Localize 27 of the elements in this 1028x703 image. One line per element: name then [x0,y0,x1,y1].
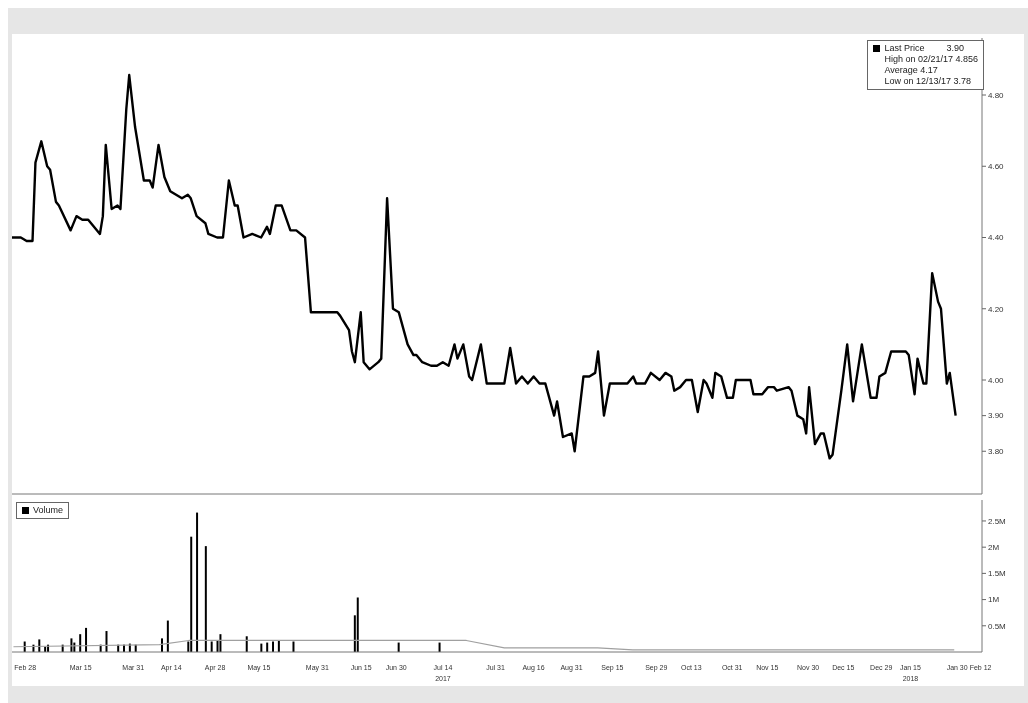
annotation: Low on 12/13/17 3.78 [883,76,972,87]
bar [204,546,207,652]
y-tick-label: 4.60 [988,162,1005,172]
bar [356,597,359,652]
y-tick-label: 0.5M [988,621,1007,631]
y-tick-label: 1.5M [988,569,1007,579]
bar [196,512,199,652]
bar [166,620,169,652]
y-tick-label: 2M [988,543,1000,553]
y-tick-label: 4.40 [988,233,1005,243]
y-tick-label: 4.00 [988,375,1005,385]
legend-label: Last Price [884,43,925,54]
bar [85,627,88,652]
bar [190,536,193,652]
annotation: 3.90 [946,43,964,54]
y-tick-label: 2.5M [988,516,1007,526]
y-tick-label: 4.80 [988,90,1005,100]
annotation: High on 02/21/17 4.856 [883,54,978,65]
annotation: Average 4.17 [883,65,939,76]
y-tick-label: 3.80 [988,447,1005,457]
line-series [12,639,955,651]
y-tick-label: 3.90 [988,411,1005,421]
y-tick-label: 4.20 [988,304,1005,314]
legend-label: Volume [33,505,64,516]
y-tick-label: 1M [988,595,1000,605]
bar [105,631,108,652]
bar [245,636,248,652]
